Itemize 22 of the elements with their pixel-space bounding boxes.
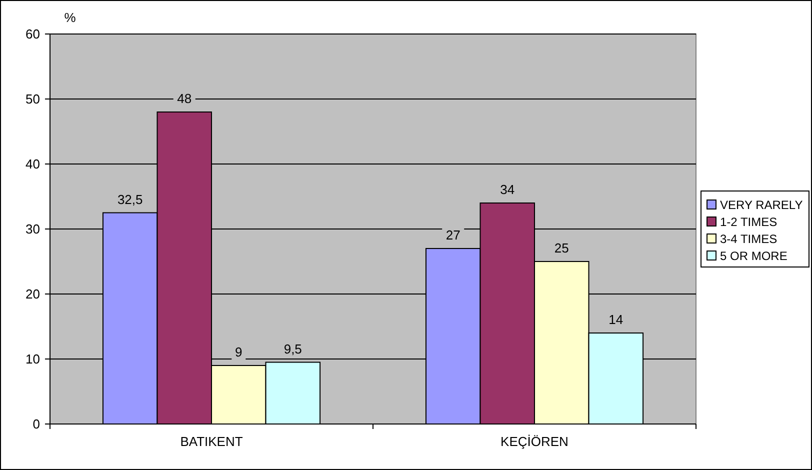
data-label: 34 — [500, 182, 515, 197]
y-tick-label: 40 — [26, 156, 40, 172]
y-tick-label: 60 — [26, 26, 40, 42]
y-tick-label: 30 — [26, 222, 40, 237]
data-label: 9,5 — [284, 341, 302, 356]
y-tick-label: 10 — [26, 352, 40, 367]
legend-label: VERY RARELY — [720, 198, 803, 212]
y-axis-title: % — [64, 10, 76, 25]
y-tick-label: 20 — [26, 286, 40, 302]
legend-label: 3-4 TIMES — [720, 232, 778, 246]
legend-label: 5 OR MORE — [720, 249, 788, 264]
data-label: 27 — [446, 228, 460, 242]
data-label: 48 — [177, 91, 192, 106]
x-tick-label: BATIKENT — [180, 434, 243, 449]
y-tick-label: 0 — [32, 416, 40, 432]
y-tick-label: 50 — [26, 92, 40, 107]
data-label: 9 — [235, 344, 242, 360]
data-label: 14 — [608, 312, 624, 327]
data-label: 32,5 — [117, 192, 143, 207]
data-label: 25 — [554, 240, 569, 256]
x-tick-label: KEÇİÖREN — [500, 434, 568, 449]
legend-label: 1-2 TIMES — [720, 215, 778, 230]
